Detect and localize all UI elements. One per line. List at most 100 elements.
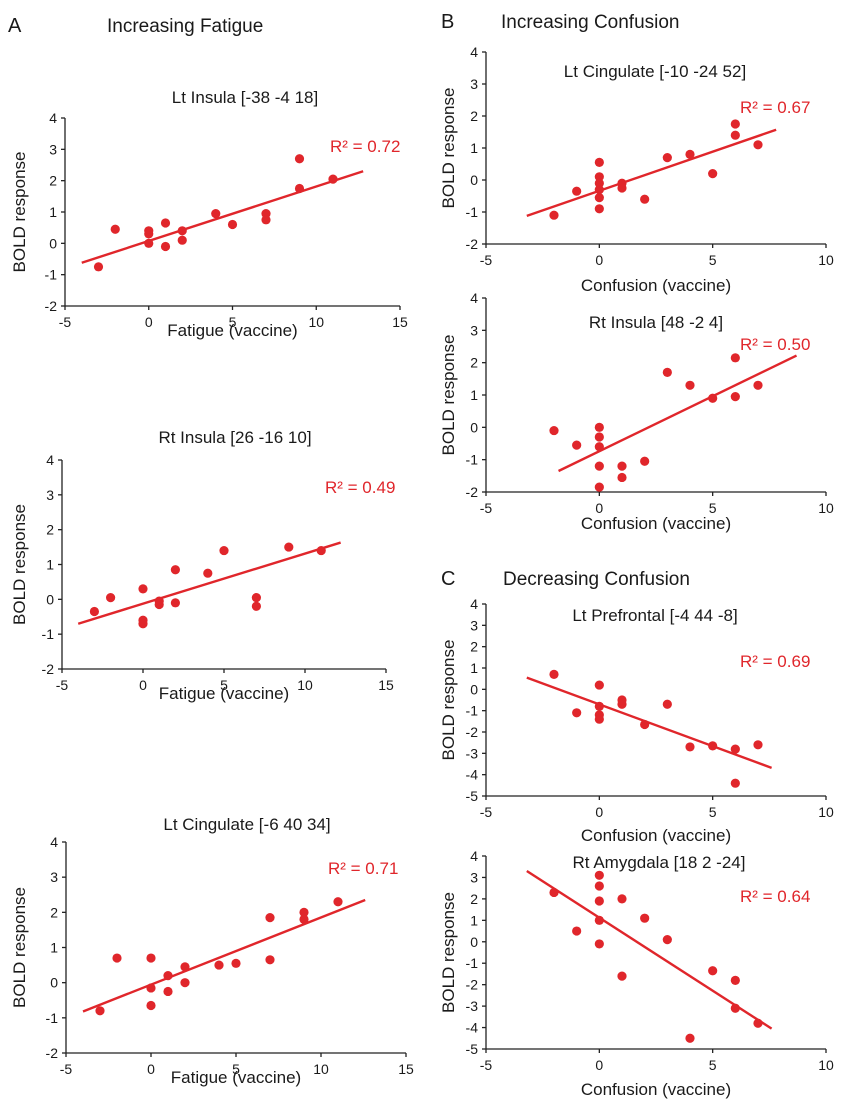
y-tick-label: 2 bbox=[470, 891, 478, 907]
x-tick-label: 5 bbox=[229, 314, 237, 330]
plot-title: Lt Insula [-38 -4 18] bbox=[172, 88, 318, 107]
data-point bbox=[594, 870, 604, 880]
data-point bbox=[138, 619, 148, 629]
regression-line bbox=[82, 898, 366, 1013]
y-tick-label: -3 bbox=[466, 998, 479, 1014]
data-point bbox=[180, 962, 190, 972]
x-tick-label: 0 bbox=[147, 1061, 155, 1077]
x-axis-label: Confusion (vaccine) bbox=[581, 1080, 731, 1099]
data-point bbox=[708, 966, 718, 976]
data-point bbox=[284, 542, 294, 552]
data-point bbox=[572, 440, 582, 450]
data-point bbox=[549, 425, 559, 436]
x-tick-label: 5 bbox=[232, 1061, 240, 1077]
y-tick-label: -1 bbox=[46, 1010, 59, 1026]
plot-title: Rt Insula [48 -2 4] bbox=[589, 313, 723, 332]
x-tick-label: 10 bbox=[818, 804, 834, 820]
data-point bbox=[617, 699, 627, 709]
scatter-plot-7: -5 -4 -3 -2 -1 0 1 2 3 4 -5 0 5 10 Rt Amygdala [18 2 -… bbox=[439, 848, 834, 1099]
y-tick-label: 3 bbox=[470, 322, 478, 338]
data-point bbox=[154, 599, 164, 610]
y-tick-label: 4 bbox=[470, 596, 478, 612]
y-tick-label: 0 bbox=[470, 934, 478, 950]
x-tick-label: -5 bbox=[56, 677, 69, 693]
data-point bbox=[294, 154, 305, 164]
x-tick-label: -5 bbox=[480, 252, 493, 268]
regression-line bbox=[526, 128, 777, 217]
y-tick-label: 4 bbox=[49, 110, 57, 126]
data-point bbox=[231, 958, 241, 968]
x-axis-label: Fatigue (vaccine) bbox=[171, 1068, 301, 1087]
y-tick-label: 4 bbox=[470, 44, 478, 60]
x-tick-label: 15 bbox=[398, 1061, 414, 1077]
data-point bbox=[617, 971, 627, 981]
y-tick-label: -2 bbox=[466, 977, 479, 993]
data-point bbox=[95, 1006, 105, 1016]
y-tick-label: -2 bbox=[466, 484, 479, 500]
x-tick-label: -5 bbox=[480, 500, 493, 516]
data-point bbox=[617, 461, 627, 471]
y-tick-label: -1 bbox=[466, 955, 479, 971]
y-tick-label: 0 bbox=[470, 681, 478, 697]
y-tick-label: 2 bbox=[470, 108, 478, 124]
y-tick-label: -1 bbox=[45, 267, 58, 283]
data-point bbox=[299, 914, 309, 924]
y-tick-label: 1 bbox=[470, 660, 478, 676]
y-axis-label: BOLD response bbox=[439, 335, 458, 456]
y-tick-label: -2 bbox=[45, 298, 58, 314]
y-tick-label: 1 bbox=[46, 557, 54, 573]
data-point bbox=[251, 601, 261, 611]
data-point bbox=[594, 185, 604, 195]
r-squared-label: R² = 0.71 bbox=[328, 859, 398, 878]
data-point bbox=[299, 907, 309, 917]
data-point bbox=[640, 456, 650, 466]
x-tick-label: 0 bbox=[145, 314, 153, 330]
data-point bbox=[708, 393, 718, 403]
data-point bbox=[180, 978, 190, 988]
data-point bbox=[572, 708, 582, 718]
data-point bbox=[685, 380, 695, 390]
x-axis-label: Fatigue (vaccine) bbox=[159, 684, 289, 703]
data-point bbox=[219, 545, 229, 556]
y-axis-label: BOLD response bbox=[10, 152, 29, 273]
data-point bbox=[594, 482, 604, 492]
y-tick-label: 1 bbox=[470, 912, 478, 928]
data-point bbox=[594, 193, 604, 203]
data-point bbox=[265, 955, 275, 965]
y-tick-label: -2 bbox=[42, 661, 55, 677]
x-tick-label: -5 bbox=[60, 1061, 73, 1077]
y-tick-label: 0 bbox=[470, 419, 478, 435]
y-tick-label: -5 bbox=[466, 788, 479, 804]
x-tick-label: 0 bbox=[595, 804, 603, 820]
data-point bbox=[617, 472, 627, 483]
x-tick-label: 15 bbox=[378, 677, 394, 693]
r-squared-label: R² = 0.49 bbox=[325, 478, 395, 497]
data-point bbox=[640, 194, 650, 204]
data-point bbox=[549, 887, 559, 898]
data-point bbox=[177, 235, 187, 245]
y-tick-label: 2 bbox=[49, 173, 57, 189]
x-axis-label: Confusion (vaccine) bbox=[581, 514, 731, 533]
scatter-plot-4: -2 -1 0 1 2 3 4 -5 0 5 10 Lt Cingulate [-10 -24 52]… bbox=[439, 44, 834, 295]
data-point bbox=[708, 169, 718, 179]
data-point bbox=[617, 183, 627, 193]
x-tick-label: -5 bbox=[480, 804, 493, 820]
scatter-plot-5: -2 -1 0 1 2 3 4 -5 0 5 10 Rt Insula [48 -2 4] Confus… bbox=[439, 290, 834, 533]
y-axis-label: BOLD response bbox=[439, 88, 458, 209]
data-point bbox=[146, 953, 156, 963]
y-axis-label: BOLD response bbox=[439, 640, 458, 761]
data-point bbox=[265, 913, 275, 923]
data-point bbox=[730, 778, 740, 788]
data-point bbox=[662, 699, 672, 709]
y-tick-label: 2 bbox=[470, 639, 478, 655]
y-tick-label: 0 bbox=[50, 975, 58, 991]
panel-letter-a: A bbox=[8, 15, 22, 37]
data-point bbox=[594, 157, 604, 167]
y-tick-label: 0 bbox=[46, 591, 54, 607]
x-tick-label: 10 bbox=[818, 1057, 834, 1073]
scatter-plot-2: -2 -1 0 1 2 3 4 -5 0 5 10 15 Rt Insula [26 -16 10] Fa… bbox=[10, 428, 395, 703]
data-point bbox=[594, 701, 604, 712]
data-point bbox=[163, 986, 173, 997]
y-tick-label: 4 bbox=[50, 834, 58, 850]
y-tick-label: -1 bbox=[466, 452, 479, 468]
